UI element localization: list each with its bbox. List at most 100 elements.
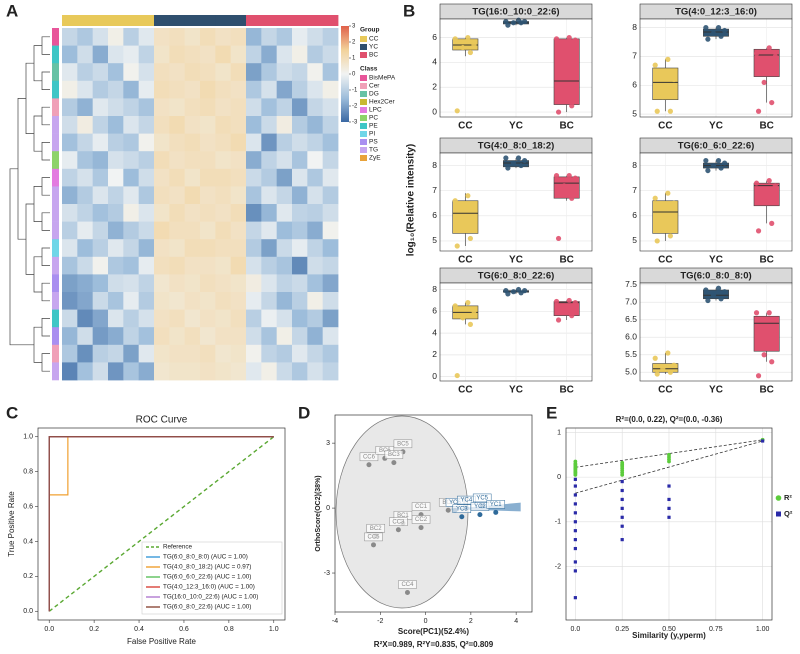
heat-cell: [292, 98, 308, 117]
box: [753, 315, 780, 352]
heat-cell: [184, 168, 201, 187]
y-tick-label: 4: [432, 57, 437, 67]
x-tick-label: 0.75: [709, 626, 723, 633]
legend-label: LPC: [369, 107, 382, 114]
point-label: CC4: [401, 582, 414, 588]
point-label-box: [384, 450, 404, 459]
heat-cell: [169, 45, 186, 64]
point: [569, 195, 575, 201]
panel-label: C: [6, 403, 18, 422]
point: [722, 27, 728, 34]
class-cell: [52, 221, 59, 240]
r2-point: [573, 472, 578, 477]
point: [753, 310, 760, 316]
heat-cell: [77, 45, 94, 64]
footer: R²X=0.989, R²Y=0.835, Q²=0.809: [374, 640, 494, 649]
x-tick-label: 0.0: [44, 626, 54, 633]
legend-marker: [776, 511, 781, 517]
plot-border: [639, 152, 793, 252]
q2-point: [667, 497, 671, 502]
point: [553, 298, 560, 305]
heat-cell: [307, 204, 324, 222]
heat-cell: [62, 344, 78, 363]
heat-cell: [62, 274, 78, 293]
heat-cell: [138, 28, 155, 46]
heat-cell: [77, 256, 94, 275]
point: [566, 35, 572, 41]
heat-cell: [230, 221, 247, 240]
q2-point: [667, 515, 671, 519]
heat-cell: [230, 168, 247, 187]
point: [510, 160, 517, 166]
heat-cell: [246, 151, 262, 170]
q2-point: [573, 520, 577, 524]
q2-point: [620, 515, 624, 519]
class-cell: [52, 133, 59, 152]
heat-cell: [77, 344, 94, 363]
heat-cell: [154, 256, 170, 275]
point: [667, 233, 674, 239]
x-tick-label: CC: [658, 255, 672, 266]
y-tick-label: 0.2: [23, 573, 33, 580]
legend-label: TG(4:0_8:0_18:2) (AUC = 0.97): [163, 564, 251, 571]
heat-cell: [246, 221, 262, 240]
group-bar: [246, 15, 262, 26]
legend-label: PC: [369, 115, 378, 122]
heat-cell: [123, 116, 140, 134]
heat-cell: [276, 256, 293, 275]
heat-cell: [307, 292, 324, 310]
point: [553, 36, 560, 42]
class-cell: [52, 98, 59, 117]
heat-cell: [108, 204, 124, 222]
y-tick-label: 7: [632, 185, 637, 195]
heat-cell: [215, 168, 232, 187]
q2-point: [573, 596, 577, 600]
score-point: [445, 507, 451, 513]
heat-cell: [230, 309, 247, 328]
panel-title: TG(6:0_6:0_22:6): [678, 141, 755, 152]
point: [465, 35, 471, 41]
heat-cell: [261, 45, 278, 64]
heat-cell: [154, 28, 170, 46]
heat-cell: [200, 204, 216, 222]
heat-cell: [200, 133, 216, 152]
point: [665, 350, 671, 356]
group-bar: [138, 15, 155, 26]
heat-cell: [154, 274, 170, 293]
heat-cell: [200, 151, 216, 170]
point: [755, 228, 762, 234]
heat-cell: [261, 151, 278, 170]
heat-cell: [230, 327, 247, 346]
heat-cell: [62, 45, 78, 64]
x-tick-label: CC: [658, 121, 672, 132]
point: [452, 36, 458, 42]
point-label: CC6: [363, 454, 376, 460]
x-tick-label: YC: [509, 121, 523, 132]
heat-cell: [292, 292, 308, 310]
heat-cell: [200, 221, 216, 240]
point: [555, 317, 562, 323]
x-axis-title: Similarity (y,yperm): [632, 631, 706, 640]
heat-cell: [322, 186, 339, 205]
heat-cell: [154, 309, 170, 328]
x-tick-label: 1.00: [756, 626, 770, 633]
heat-cell: [92, 292, 109, 310]
point: [454, 108, 460, 114]
box: [652, 67, 679, 101]
point: [572, 37, 578, 43]
y-tick-label: 0.8: [23, 468, 33, 475]
heat-cell: [77, 186, 94, 205]
point: [715, 285, 722, 291]
y-tick-label: 7: [632, 51, 637, 61]
heat-cell: [169, 239, 186, 258]
heat-cell: [230, 204, 247, 222]
heat-cell: [138, 274, 155, 293]
x-tick-label: 0.25: [615, 626, 629, 633]
heat-cell: [261, 344, 278, 363]
point-label-box: [389, 517, 408, 526]
point: [652, 195, 658, 201]
heat-cell: [184, 274, 201, 293]
heat-cell: [246, 80, 262, 99]
heat-cell: [292, 28, 308, 46]
